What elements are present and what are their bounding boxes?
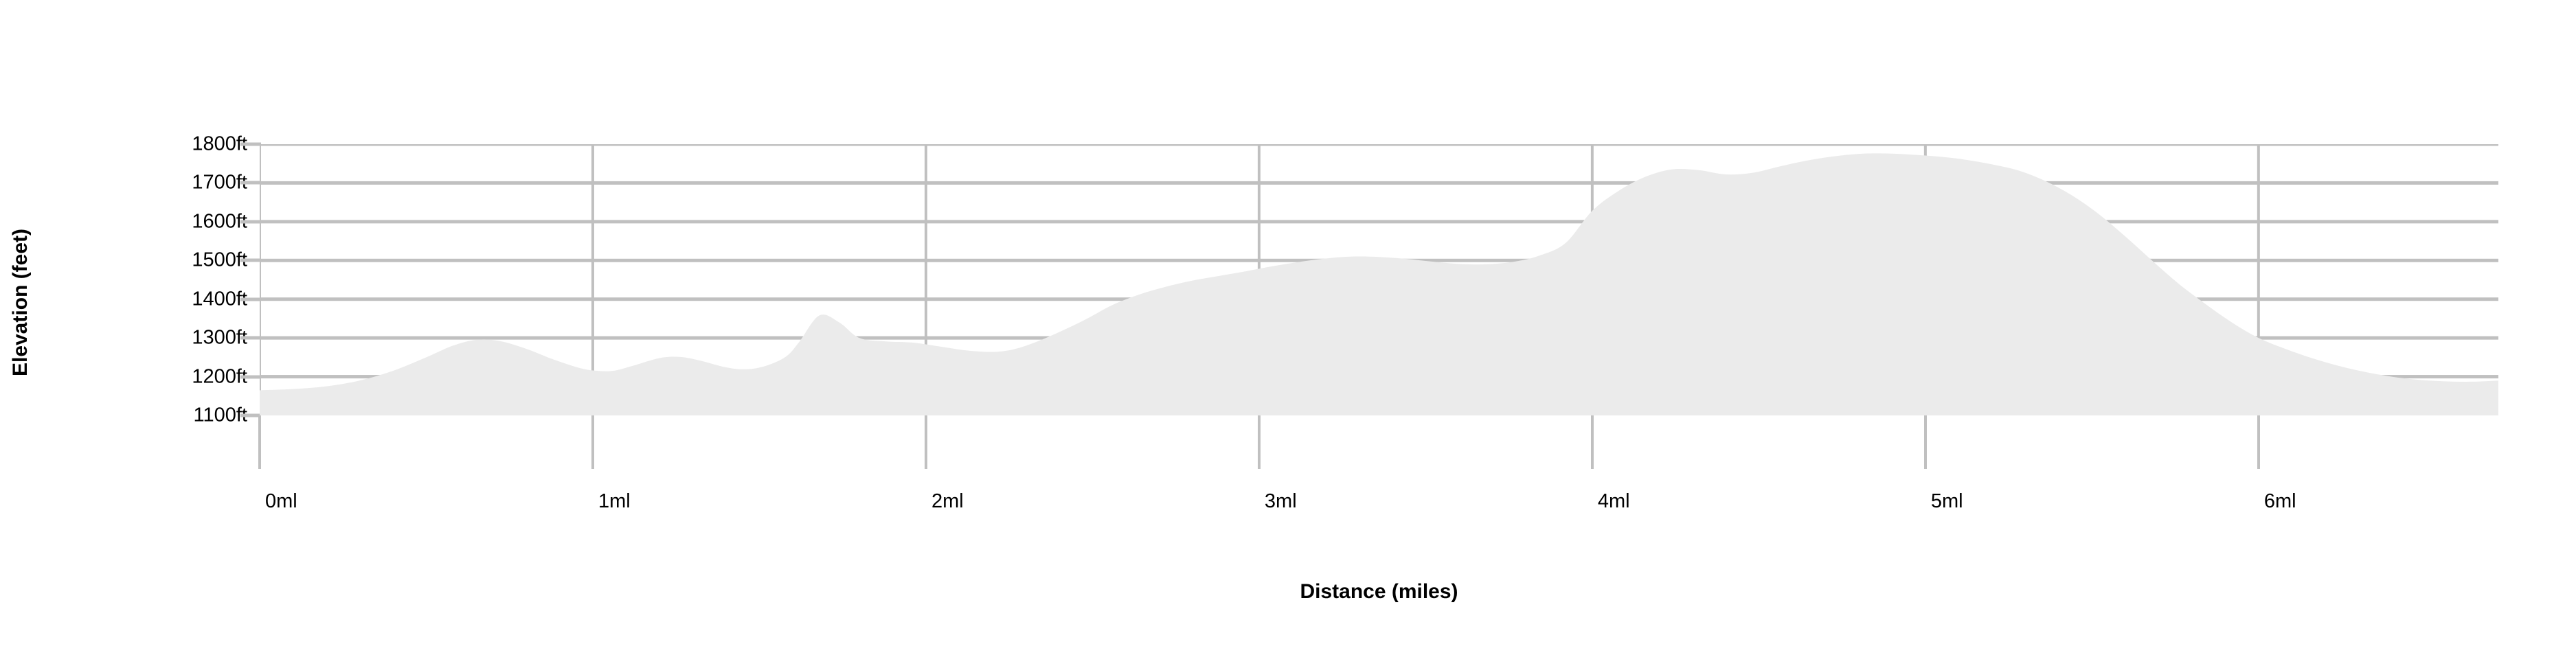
y-axis-tick-label: 1100ft	[193, 404, 247, 426]
x-axis-title: Distance (miles)	[1300, 580, 1458, 603]
gridline-vertical	[2257, 144, 2260, 415]
x-axis-tick-mark	[1590, 415, 1594, 469]
y-axis-tick-mark	[240, 413, 261, 417]
y-axis-tick-label: 1200ft	[192, 365, 247, 388]
x-axis-tick-mark	[2257, 415, 2260, 469]
x-axis-tick-label: 0ml	[265, 490, 297, 512]
y-axis-tick-label: 1300ft	[192, 326, 247, 349]
y-axis-tick-label: 1800ft	[192, 133, 247, 155]
x-axis-tick-label: 1ml	[598, 490, 631, 512]
x-axis-tick-mark	[924, 415, 927, 469]
x-axis-tick-label: 4ml	[1597, 490, 1630, 512]
y-axis-tick-mark	[240, 336, 261, 340]
plot-area	[260, 144, 2498, 415]
x-axis-tick-mark	[1923, 415, 1927, 469]
elevation-area-svg	[260, 144, 2498, 415]
gridline-vertical	[924, 144, 927, 415]
gridline-vertical	[260, 144, 261, 415]
y-axis-tick-label: 1400ft	[192, 288, 247, 310]
y-axis-tick-mark	[240, 142, 261, 146]
y-axis-tick-label-group: 1800ft 1700ft 1600ft 1500ft 1400ft 1300ft 1200…	[89, 0, 247, 653]
y-axis-tick-label: 1600ft	[192, 210, 247, 233]
y-axis-tick-mark	[240, 375, 261, 379]
gridline-vertical	[591, 144, 594, 415]
gridline-horizontal	[260, 181, 2498, 185]
x-axis-tick-mark	[1257, 415, 1261, 469]
x-axis-tick-label: 5ml	[1930, 490, 1963, 512]
gridline-horizontal	[260, 144, 2498, 146]
x-axis-tick-label: 3ml	[1264, 490, 1297, 512]
x-axis-tick-label: 2ml	[931, 490, 964, 512]
y-axis-tick-mark	[240, 258, 261, 262]
gridline-horizontal	[260, 220, 2498, 224]
y-axis-tick-mark	[240, 181, 261, 185]
y-axis-tick-mark	[240, 220, 261, 224]
y-axis-tick-label: 1500ft	[192, 249, 247, 271]
y-axis-tick-label: 1700ft	[192, 171, 247, 194]
x-axis-tick-mark	[591, 415, 594, 469]
x-axis-tick-label: 6ml	[2263, 490, 2296, 512]
elevation-area-path	[260, 153, 2498, 415]
y-axis-tick-mark	[240, 297, 261, 301]
x-axis-tick-mark	[258, 415, 261, 469]
